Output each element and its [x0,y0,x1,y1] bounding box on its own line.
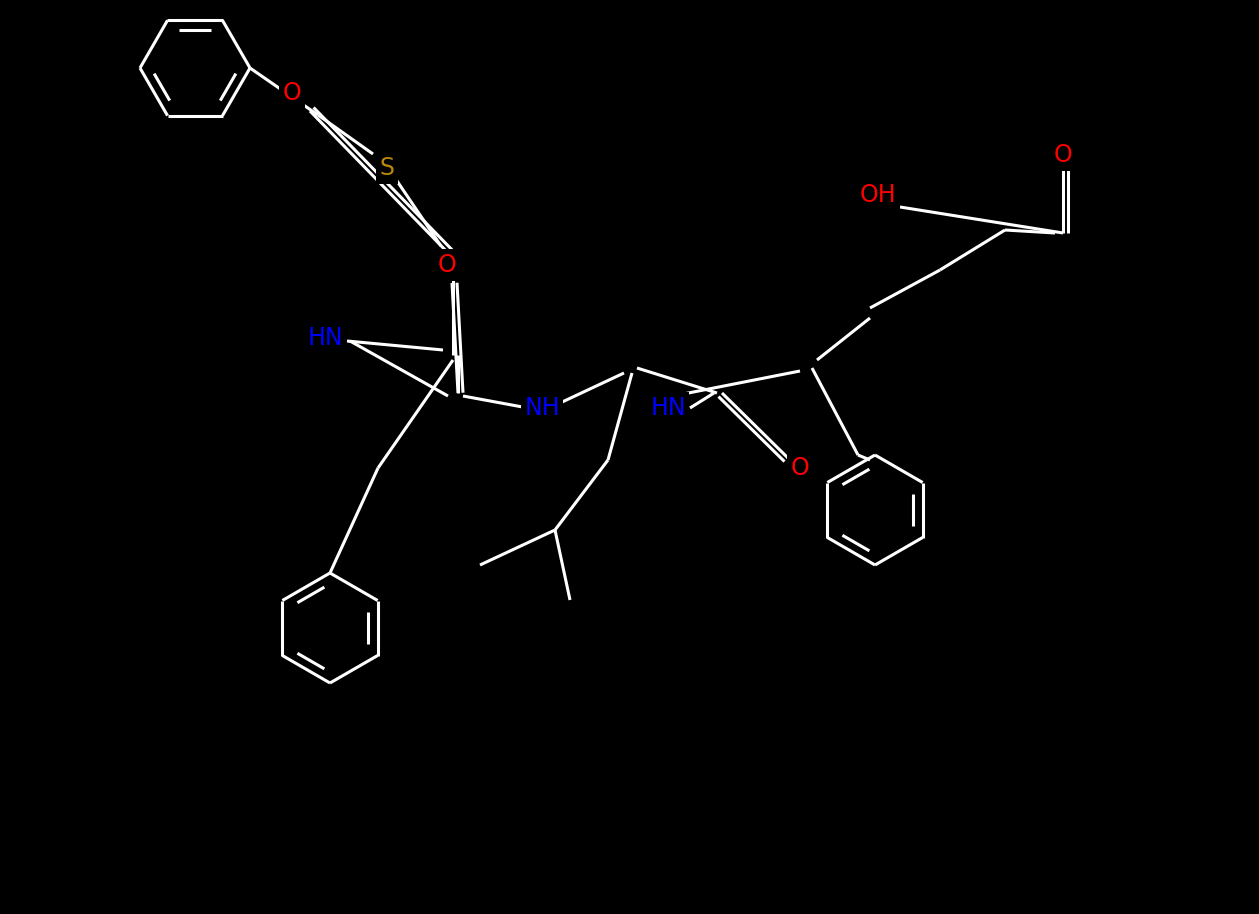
Text: NH: NH [524,396,560,420]
Text: S: S [379,156,394,180]
Text: HN: HN [307,326,342,350]
Text: O: O [282,81,301,105]
Text: O: O [791,456,810,480]
Text: O: O [1054,143,1073,167]
Text: O: O [438,253,456,277]
Text: OH: OH [860,183,896,207]
Text: HN: HN [650,396,686,420]
